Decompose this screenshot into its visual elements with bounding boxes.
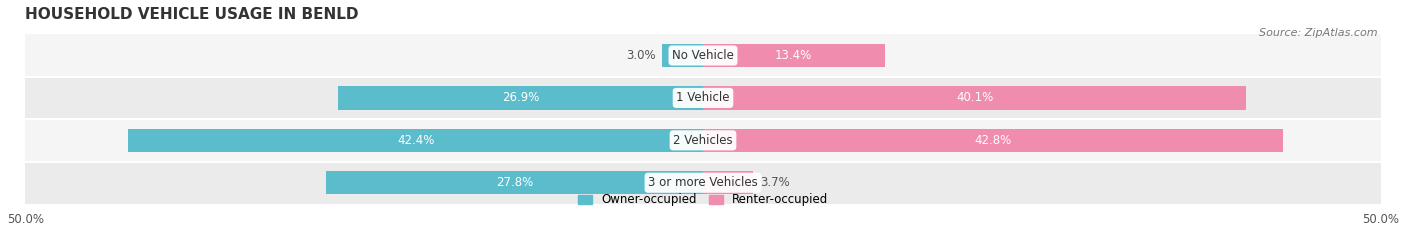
Legend: Owner-occupied, Renter-occupied: Owner-occupied, Renter-occupied bbox=[572, 189, 834, 211]
Text: 42.4%: 42.4% bbox=[396, 134, 434, 147]
Text: 3 or more Vehicles: 3 or more Vehicles bbox=[648, 176, 758, 189]
Bar bbox=[703, 44, 884, 67]
Text: 1 Vehicle: 1 Vehicle bbox=[676, 91, 730, 104]
Bar bbox=[25, 77, 1381, 119]
Bar bbox=[25, 161, 1381, 204]
Bar bbox=[326, 171, 703, 194]
Bar bbox=[703, 86, 1246, 110]
Text: 26.9%: 26.9% bbox=[502, 91, 540, 104]
Text: 3.7%: 3.7% bbox=[759, 176, 790, 189]
Text: No Vehicle: No Vehicle bbox=[672, 49, 734, 62]
Text: 13.4%: 13.4% bbox=[775, 49, 813, 62]
Bar bbox=[128, 129, 703, 152]
Bar bbox=[662, 44, 703, 67]
Text: 3.0%: 3.0% bbox=[626, 49, 655, 62]
Bar bbox=[25, 119, 1381, 161]
Bar bbox=[703, 171, 754, 194]
Text: 27.8%: 27.8% bbox=[496, 176, 533, 189]
Text: 42.8%: 42.8% bbox=[974, 134, 1012, 147]
Text: Source: ZipAtlas.com: Source: ZipAtlas.com bbox=[1260, 28, 1378, 38]
Text: HOUSEHOLD VEHICLE USAGE IN BENLD: HOUSEHOLD VEHICLE USAGE IN BENLD bbox=[25, 7, 359, 22]
Bar bbox=[703, 129, 1284, 152]
Bar bbox=[25, 34, 1381, 77]
Bar bbox=[339, 86, 703, 110]
Text: 40.1%: 40.1% bbox=[956, 91, 993, 104]
Text: 2 Vehicles: 2 Vehicles bbox=[673, 134, 733, 147]
